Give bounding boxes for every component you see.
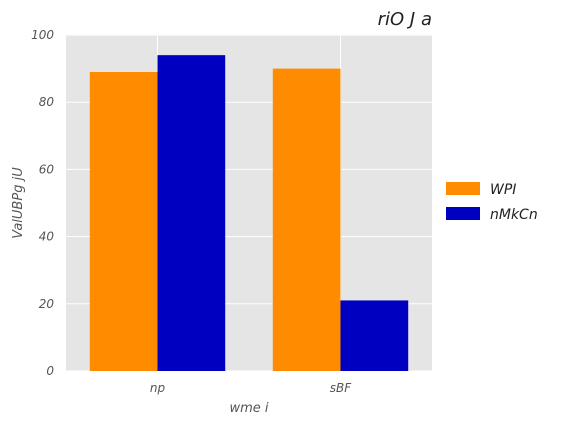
legend-label: nMkCn: [490, 207, 538, 223]
y-tick-label: 20: [39, 297, 55, 311]
legend-swatch: [446, 182, 480, 195]
x-axis-label: wme i: [229, 401, 268, 416]
bars: [89, 55, 409, 372]
bar-np-nMkCn: [157, 55, 226, 371]
legend-label: WPI: [490, 182, 516, 198]
bar-sBF-WPI: [272, 68, 341, 371]
y-tick-label: 100: [31, 28, 54, 42]
chart-title: riO J a: [378, 9, 432, 30]
x-axis-ticks: np sBF: [150, 381, 352, 395]
legend: WPI nMkCn: [446, 182, 538, 223]
y-axis-label: ValUBPg jU: [11, 167, 26, 239]
legend-swatch: [446, 207, 480, 220]
y-tick-label: 0: [46, 364, 54, 378]
y-tick-label: 80: [39, 95, 55, 109]
y-axis-ticks: 0 20 40 60 80 100: [31, 28, 54, 378]
y-tick-label: 40: [39, 230, 55, 244]
x-tick-label: np: [150, 381, 166, 395]
bar-np-WPI: [89, 71, 158, 372]
bar-sBF-nMkCn: [340, 300, 409, 371]
x-tick-label: sBF: [330, 381, 352, 395]
y-tick-label: 60: [39, 162, 55, 176]
